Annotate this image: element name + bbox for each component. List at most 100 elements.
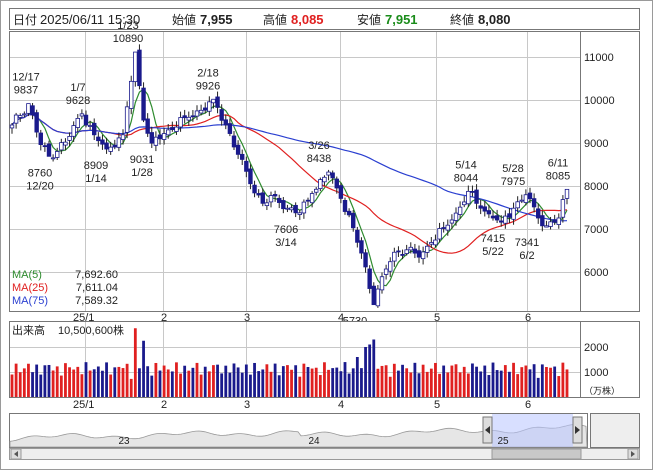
volume-bar <box>438 373 441 397</box>
annotation-value: 8438 <box>307 153 331 165</box>
volume-bar <box>170 371 174 397</box>
volume-bar <box>14 363 18 397</box>
candle-body <box>190 115 196 118</box>
candle-body <box>141 87 146 121</box>
candle-body <box>544 225 549 228</box>
volume-bar <box>294 365 298 397</box>
volume-bar <box>257 371 261 397</box>
candle-body <box>166 129 171 136</box>
candle-body <box>515 201 520 209</box>
candle-body <box>453 212 459 221</box>
volume-bar <box>462 366 466 397</box>
candle-body <box>482 206 487 212</box>
volume-bar <box>125 363 129 397</box>
low-value: 7,951 <box>385 12 418 27</box>
candle-body <box>342 200 348 212</box>
candle-body <box>540 215 545 227</box>
candle-body <box>379 276 385 291</box>
candle-body <box>441 227 446 229</box>
candle-body <box>355 229 360 243</box>
annotation-value: 7606 <box>274 224 298 236</box>
candle-body <box>157 134 163 140</box>
volume-bar <box>446 372 450 397</box>
candle-body <box>63 141 68 146</box>
volume-bar <box>64 363 67 397</box>
scrollbar-track[interactable] <box>9 448 640 460</box>
candle-body <box>314 188 319 193</box>
volume-unit: （万株） <box>584 385 620 396</box>
volume-bar <box>499 370 503 397</box>
volume-bar <box>175 362 178 397</box>
candle-body <box>124 106 130 133</box>
volume-bar <box>516 374 520 397</box>
navigator-area: 23 24 25 <box>9 414 588 448</box>
volume-bar <box>166 369 170 397</box>
volume-date-tick: 2 <box>161 399 167 411</box>
volume-bar <box>302 363 306 397</box>
candle-body <box>34 112 39 133</box>
candle-body <box>412 248 418 254</box>
volume-bar <box>483 365 487 397</box>
volume-bar <box>133 328 137 397</box>
candle-body <box>330 172 335 179</box>
volume-bar <box>35 364 39 397</box>
price-date-tick: 6 <box>525 312 531 324</box>
candle-body <box>227 123 233 134</box>
volume-bar <box>475 366 478 397</box>
volume-bar <box>421 364 425 397</box>
volume-bar <box>512 362 515 397</box>
volume-bar <box>520 367 524 397</box>
volume-bar <box>425 371 429 397</box>
volume-bar <box>249 374 252 397</box>
candle-body <box>186 116 191 121</box>
volume-bar <box>372 339 376 397</box>
candle-body <box>18 115 23 118</box>
annotation-value: 8909 <box>84 160 108 172</box>
annotation-value: 9837 <box>14 85 38 97</box>
annotation-value: 8760 <box>28 167 52 179</box>
candle-body <box>346 210 352 216</box>
price-tick-label: 7000 <box>584 224 608 236</box>
volume-bar <box>306 367 310 397</box>
volume-bars <box>10 328 569 397</box>
candle-body <box>194 110 200 117</box>
volume-bar <box>47 364 51 397</box>
ma-legend-label: MA(5) <box>12 269 42 281</box>
scrollbar-thumb[interactable] <box>491 448 582 460</box>
volume-bar <box>88 370 92 397</box>
volume-date-tick: 25/1 <box>73 399 94 411</box>
candle-body <box>256 193 261 196</box>
candle-body <box>137 49 142 87</box>
candle-body <box>511 207 516 220</box>
volume-bar <box>43 365 47 397</box>
annotation-value: 7975 <box>501 176 525 188</box>
navigator-year-label: 24 <box>308 436 320 447</box>
volume-bar <box>368 344 372 397</box>
candle-body <box>75 118 80 128</box>
volume-bar <box>261 369 265 397</box>
candle-body <box>272 194 278 197</box>
volume-bar <box>405 368 409 397</box>
high-label: 高値 <box>263 12 287 27</box>
volume-bar <box>158 370 162 397</box>
annotation-date: 6/11 <box>548 157 569 169</box>
candle-body <box>334 178 339 189</box>
volume-bar <box>442 365 446 397</box>
candle-body <box>207 101 212 112</box>
candle-body <box>100 139 105 145</box>
candle-body <box>462 201 467 206</box>
candle-body <box>519 199 524 202</box>
volume-bar <box>466 373 470 397</box>
volume-bar <box>549 367 552 397</box>
open-value: 7,955 <box>200 12 233 27</box>
candle-body <box>351 212 356 229</box>
candle-body <box>198 109 204 114</box>
candle-body <box>457 206 463 215</box>
volume-bar <box>121 368 125 397</box>
navigator-scroll-end[interactable] <box>590 413 640 448</box>
